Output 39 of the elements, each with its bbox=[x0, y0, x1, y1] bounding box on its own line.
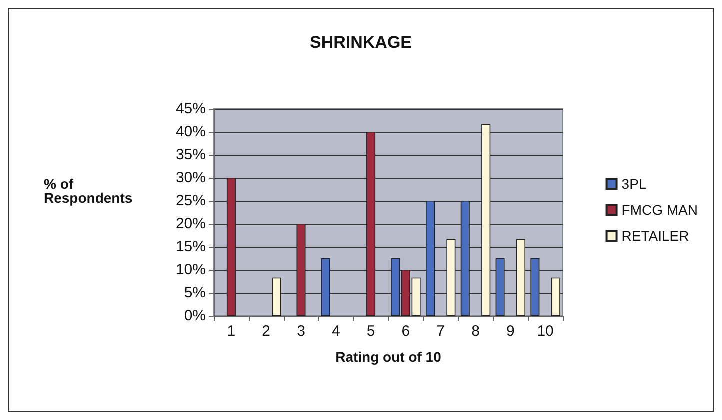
y-tick-label: 45% bbox=[176, 100, 206, 118]
x-tick-label: 7 bbox=[436, 323, 446, 340]
bar bbox=[366, 132, 376, 316]
x-tick-label: 5 bbox=[366, 323, 376, 340]
bar bbox=[272, 278, 282, 316]
bar bbox=[516, 239, 526, 316]
x-tick-label: 4 bbox=[332, 323, 340, 340]
y-tick-label: 30% bbox=[176, 170, 206, 186]
bar bbox=[530, 258, 540, 316]
x-tick-label: 3 bbox=[297, 323, 306, 340]
x-tick-label: 10 bbox=[537, 323, 554, 340]
chart-title: SHRINKAGE bbox=[310, 33, 412, 52]
y-tick-label: 10% bbox=[176, 262, 206, 278]
bar bbox=[460, 201, 470, 316]
bar bbox=[321, 258, 330, 316]
y-tick-label: 35% bbox=[176, 146, 206, 164]
x-tick-label: 8 bbox=[472, 323, 480, 340]
bar bbox=[226, 178, 236, 316]
y-axis-title: % of Respondents bbox=[44, 176, 133, 206]
bar bbox=[296, 224, 306, 316]
y-tick-label: 15% bbox=[176, 238, 206, 256]
bar bbox=[446, 239, 456, 316]
x-tick-label: 1 bbox=[227, 323, 236, 340]
x-tick-label: 6 bbox=[402, 323, 410, 340]
bar bbox=[482, 124, 491, 316]
bar bbox=[496, 258, 505, 316]
x-tick-label: 9 bbox=[506, 323, 515, 340]
y-tick-label: 20% bbox=[176, 216, 206, 232]
legend-label: 3PL bbox=[622, 176, 647, 192]
bar bbox=[551, 278, 560, 316]
y-tick-label: 40% bbox=[176, 124, 206, 140]
legend-label: RETAILER bbox=[622, 228, 690, 244]
legend-label: FMCG MAN bbox=[622, 202, 698, 218]
y-tick-label: 0% bbox=[184, 308, 206, 324]
y-tick-label: 5% bbox=[184, 284, 206, 302]
bar bbox=[426, 201, 435, 316]
y-tick-label: 25% bbox=[176, 192, 206, 210]
x-axis-title: Rating out of 10 bbox=[336, 349, 442, 365]
x-tick-label: 2 bbox=[262, 323, 271, 340]
